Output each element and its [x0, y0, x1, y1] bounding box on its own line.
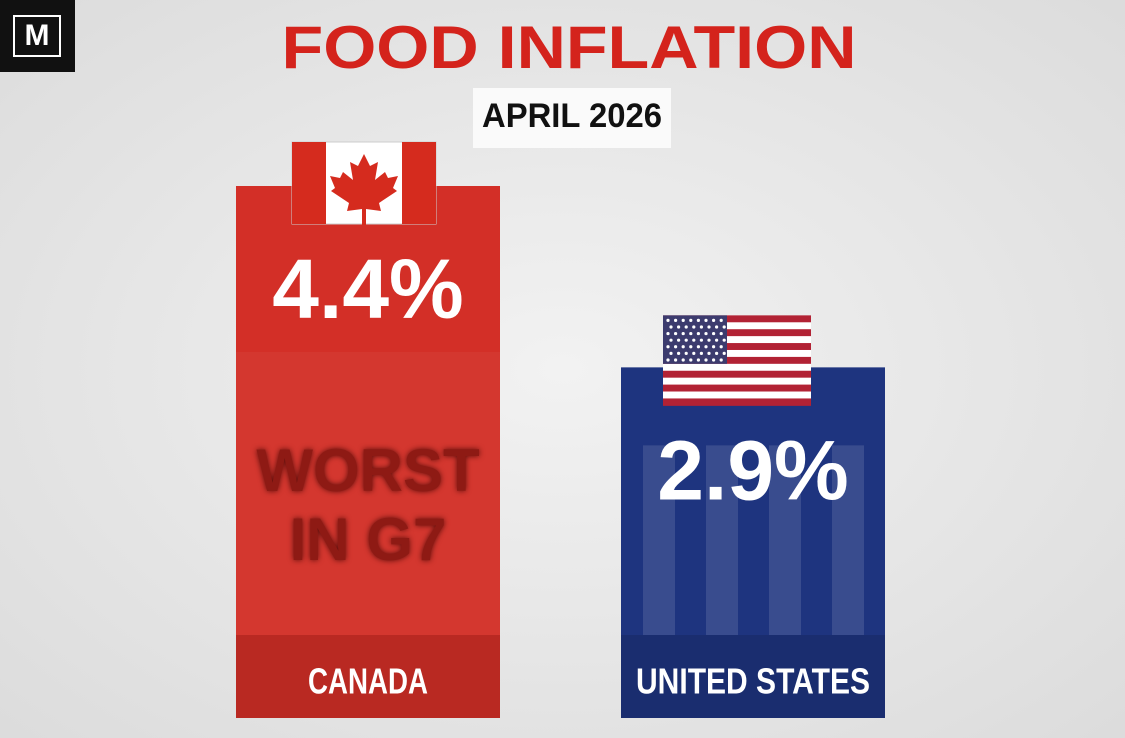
stripe-decoration — [769, 445, 801, 635]
flag-star — [707, 351, 711, 355]
flag-star — [692, 351, 696, 355]
flag-star — [704, 358, 708, 362]
flag-star — [669, 338, 673, 342]
flag-star — [722, 338, 726, 342]
value-label: 4.4% — [272, 242, 463, 336]
flag-star — [681, 358, 685, 362]
flag-star — [677, 338, 681, 342]
flag-star — [719, 358, 723, 362]
flag-star — [707, 325, 711, 329]
flag-star — [699, 351, 704, 355]
value-band — [236, 352, 500, 635]
flag-stripe — [663, 336, 811, 344]
flag-star — [719, 345, 723, 349]
category-label: UNITED STATES — [636, 661, 870, 702]
flag-stripe — [663, 391, 811, 399]
annotation: WORST IN G7 — [256, 437, 480, 573]
flag-us — [663, 315, 811, 406]
logo-frame — [13, 15, 61, 57]
subtitle-box — [473, 88, 671, 148]
flag-canada — [291, 141, 437, 225]
flag-star — [704, 345, 708, 349]
flag-star — [674, 318, 678, 322]
flag-star — [715, 325, 719, 329]
flag-star — [689, 318, 693, 322]
flag-star — [707, 338, 711, 342]
flag-star — [669, 351, 673, 355]
flag-star — [674, 331, 678, 336]
bar — [621, 367, 885, 718]
flag-star — [689, 358, 693, 362]
flag-stripe — [663, 343, 811, 351]
flag-stripe — [663, 370, 811, 379]
flag-star — [699, 338, 704, 342]
flag-star — [689, 331, 693, 336]
flag-star — [712, 358, 716, 362]
label-band — [621, 635, 885, 718]
logo: M — [25, 19, 50, 52]
flag-band — [402, 142, 436, 224]
flag-star — [684, 338, 688, 342]
flag-stripe — [663, 363, 811, 372]
category-label: CANADA — [308, 661, 428, 702]
flag-star — [719, 331, 723, 336]
flag-stripe — [663, 384, 811, 393]
flag-star — [692, 325, 696, 329]
flag-star — [696, 358, 701, 362]
chart-subtitle: APRIL 2026 — [482, 97, 662, 135]
flag-star — [715, 351, 719, 355]
flag-star — [677, 351, 681, 355]
label-band — [236, 635, 500, 718]
flag-star — [719, 318, 723, 322]
flag-star — [681, 331, 685, 336]
flag-star — [684, 351, 688, 355]
logo-box — [0, 0, 75, 72]
flag-star — [712, 345, 716, 349]
flag-star — [666, 331, 670, 336]
flag-star — [669, 325, 673, 329]
flag-stripe — [663, 349, 811, 358]
flag-star — [681, 345, 685, 349]
flag-star — [699, 325, 704, 329]
stripe-decoration — [832, 445, 864, 635]
stripe-decoration — [706, 445, 738, 635]
flag-star — [722, 351, 726, 355]
flag-star — [704, 318, 708, 322]
flag-star — [712, 331, 716, 336]
chart-title: FOOD INFLATION — [282, 14, 857, 81]
flag-star — [674, 345, 678, 349]
flag-star — [674, 358, 678, 362]
flag-stripe — [663, 315, 811, 323]
flag-star — [696, 318, 701, 322]
flag-star — [681, 318, 685, 322]
flag-star — [712, 318, 716, 322]
flag-stripe — [663, 329, 811, 337]
flag-band — [292, 142, 326, 224]
flag-star — [666, 358, 670, 362]
flag-star — [666, 345, 670, 349]
flag-star — [722, 325, 726, 329]
flag-stripe — [663, 398, 811, 406]
flag-star — [689, 345, 693, 349]
value-label: 2.9% — [657, 424, 848, 518]
flag-star — [692, 338, 696, 342]
flag-star — [696, 345, 701, 349]
flag-star — [666, 318, 670, 322]
flag-star — [696, 331, 701, 336]
flag-star — [704, 331, 708, 336]
flag-star — [677, 325, 681, 329]
flag-stripe — [663, 377, 811, 386]
flag-stripe — [663, 356, 811, 365]
bar — [236, 186, 500, 718]
stripe-decoration — [643, 445, 675, 635]
flag-stripe — [663, 322, 811, 330]
flag-star — [715, 338, 719, 342]
annotation-box: WORST IN G7 — [256, 437, 480, 573]
maple-leaf — [330, 154, 398, 225]
flag-star — [684, 325, 688, 329]
